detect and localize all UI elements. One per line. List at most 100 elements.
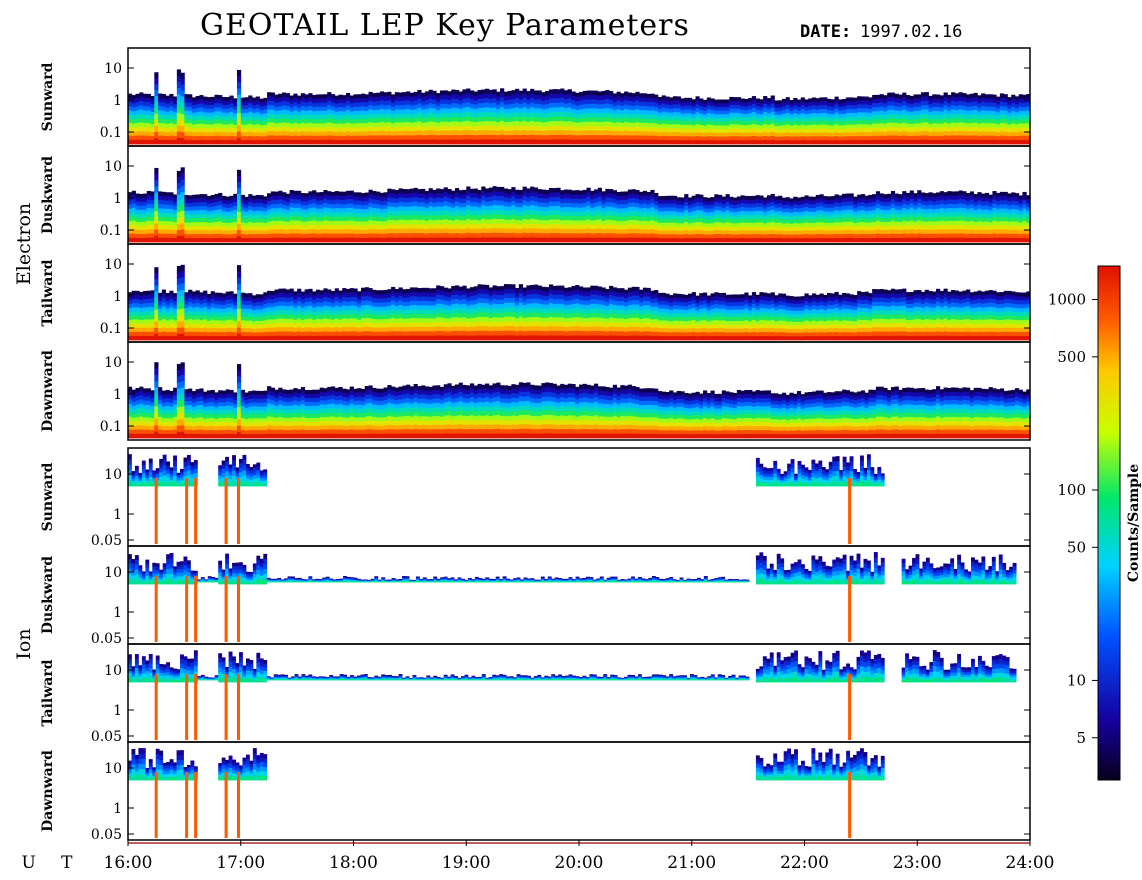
heatmap-cell — [402, 105, 406, 110]
heatmap-cell — [282, 131, 286, 136]
heatmap-cell — [361, 222, 365, 226]
heatmap-cell — [271, 200, 275, 205]
heatmap-cell — [199, 234, 203, 238]
heatmap-cell — [414, 233, 418, 238]
heatmap-cell — [722, 219, 726, 223]
heatmap-cell — [789, 115, 793, 119]
heatmap-cell — [369, 96, 373, 101]
heatmap-cell — [184, 195, 188, 199]
heatmap-cell — [196, 206, 200, 210]
heatmap-cell — [981, 102, 985, 107]
heatmap-cell — [169, 230, 173, 235]
heatmap-cell — [680, 201, 684, 205]
heatmap-cell — [549, 108, 553, 113]
heatmap-cell — [282, 114, 286, 119]
heatmap-cell — [699, 129, 703, 133]
heatmap-cell — [384, 140, 388, 145]
heatmap-cell — [308, 212, 312, 217]
heatmap-cell — [530, 139, 534, 144]
heatmap-cell — [647, 131, 651, 136]
heatmap-cell — [275, 208, 279, 213]
heatmap-cell — [151, 196, 155, 201]
heatmap-cell — [951, 140, 955, 145]
heatmap-cell — [692, 223, 696, 227]
heatmap-cell — [771, 140, 775, 144]
heatmap-cell — [515, 121, 519, 126]
heatmap-cell — [575, 194, 579, 199]
heatmap-cell — [808, 133, 812, 137]
heatmap-cell — [316, 234, 320, 239]
heatmap-cell — [226, 204, 230, 208]
heatmap-cell — [466, 237, 470, 242]
heatmap-cell — [523, 89, 527, 94]
heatmap-cell — [312, 140, 316, 144]
heatmap-cell — [842, 140, 846, 144]
heatmap-cell — [147, 225, 151, 230]
heatmap-cell — [677, 235, 681, 239]
heatmap-cell — [737, 215, 741, 219]
heatmap-cell — [771, 116, 775, 120]
heatmap-cell — [771, 194, 775, 198]
heatmap-cell — [553, 89, 557, 94]
heatmap-cell — [203, 214, 207, 218]
heatmap-cell — [338, 128, 342, 133]
heatmap-cell — [714, 226, 718, 230]
heatmap-cell — [478, 229, 482, 234]
heatmap-cell — [658, 113, 662, 117]
heatmap-cell — [162, 192, 166, 197]
heatmap-cell — [665, 223, 669, 227]
heatmap-cell — [282, 234, 286, 239]
heatmap-cell — [203, 112, 207, 116]
heatmap-cell — [158, 196, 162, 201]
heatmap-cell — [733, 117, 737, 121]
heatmap-cell — [248, 234, 252, 238]
heatmap-cell — [534, 140, 538, 145]
heatmap-cell — [613, 98, 617, 103]
heatmap-cell — [541, 118, 545, 123]
heatmap-cell — [271, 225, 275, 230]
heatmap-cell — [714, 103, 718, 107]
heatmap-cell — [252, 121, 256, 125]
heatmap-cell — [207, 132, 211, 136]
heatmap-cell — [594, 207, 598, 212]
heatmap-cell — [380, 197, 384, 202]
heatmap-cell — [444, 233, 448, 238]
heatmap-cell — [350, 233, 354, 238]
heatmap-cell — [756, 140, 760, 144]
heatmap-cell — [692, 230, 696, 234]
heatmap-cell — [1000, 136, 1004, 141]
heatmap-cell — [842, 103, 846, 107]
heatmap-cell — [271, 97, 275, 102]
heatmap-cell — [316, 94, 320, 99]
heatmap-cell — [365, 132, 369, 137]
heatmap-cell — [286, 202, 290, 206]
heatmap-cell — [316, 221, 320, 226]
heatmap-cell — [718, 211, 722, 215]
heatmap-cell — [327, 212, 331, 217]
heatmap-cell — [166, 225, 170, 230]
heatmap-cell — [989, 136, 993, 141]
heatmap-cell — [763, 112, 767, 116]
heatmap-cell — [680, 110, 684, 114]
heatmap-cell — [883, 111, 887, 115]
heatmap-cell — [553, 211, 557, 216]
heatmap-cell — [662, 211, 666, 215]
heatmap-cell — [677, 238, 681, 242]
heatmap-cell — [748, 98, 752, 102]
heatmap-cell — [282, 205, 286, 210]
heatmap-cell — [478, 190, 482, 195]
heatmap-cell — [481, 237, 485, 242]
heatmap-cell — [556, 126, 560, 131]
heatmap-cell — [335, 140, 339, 144]
heatmap-cell — [421, 224, 425, 229]
heatmap-cell — [286, 234, 290, 238]
heatmap-cell — [519, 122, 523, 127]
heatmap-cell — [587, 201, 591, 206]
heatmap-cell — [369, 203, 373, 208]
heatmap-cell — [365, 140, 369, 145]
heatmap-cell — [756, 102, 760, 106]
heatmap-cell — [481, 196, 485, 201]
heatmap-cell — [267, 197, 271, 201]
heatmap-cell — [147, 204, 151, 209]
